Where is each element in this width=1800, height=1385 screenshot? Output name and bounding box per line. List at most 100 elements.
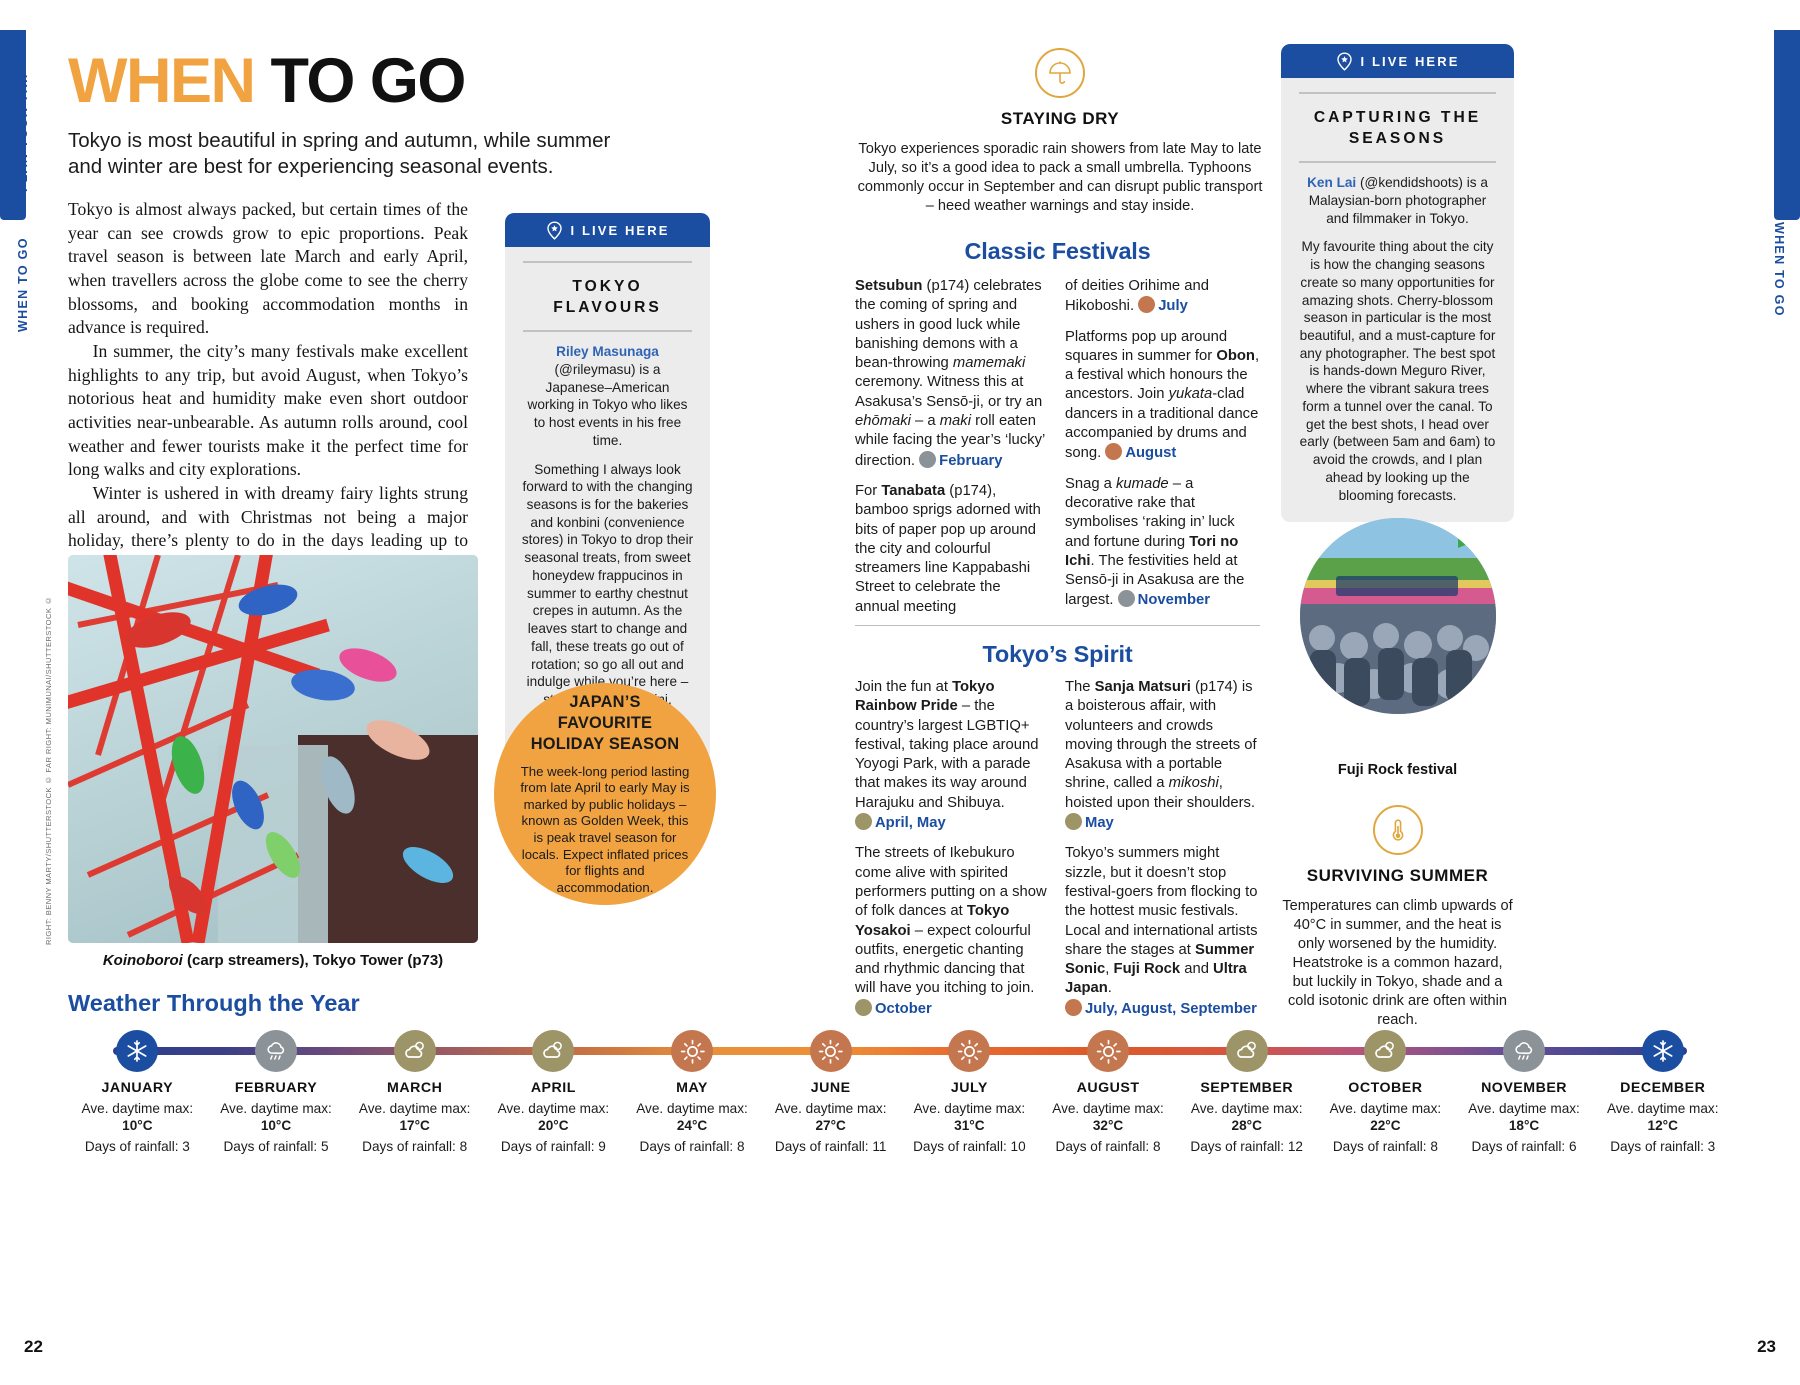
rain-value: 10 bbox=[1010, 1139, 1026, 1155]
golden-week-body: The week-long period lasting from late A… bbox=[520, 763, 690, 895]
sun-icon bbox=[1105, 443, 1123, 461]
folio-right: 23 bbox=[1757, 1337, 1776, 1356]
sun-icon bbox=[1138, 296, 1156, 314]
timeline-rain-stat: Days of rainfall: 8 bbox=[1316, 1139, 1455, 1156]
temp-value: 32°C bbox=[1092, 1117, 1124, 1133]
festival-name: Setsubun bbox=[855, 278, 923, 294]
temp-label: Ave. daytime max: bbox=[1468, 1101, 1580, 1116]
festival-text: Join the fun at bbox=[855, 679, 953, 695]
timeline-month-april: APRIL Ave. daytime max: 20°C Days of rainf… bbox=[484, 1030, 623, 1156]
festival-text: . The festivities held at Sensō-ji in As… bbox=[1065, 552, 1245, 609]
festival-name: Tokyo Rainbow Pride bbox=[855, 679, 995, 715]
rain-value: 8 bbox=[459, 1139, 468, 1155]
timeline-month-may: MAY Ave. daytime max: 24°C Days of rainfal… bbox=[623, 1030, 762, 1156]
festival-month-label: April, May bbox=[875, 815, 946, 832]
contributor-intro-left: Riley Masunaga (@rileymasu) is a Japanes… bbox=[521, 343, 694, 449]
temp-label: Ave. daytime max: bbox=[1606, 1101, 1719, 1116]
rain-value: 8 bbox=[1152, 1139, 1161, 1155]
staying-dry-title: STAYING DRY bbox=[1000, 109, 1120, 128]
i-live-here-badge-right: I LIVE HERE bbox=[1281, 44, 1514, 78]
festival-text: (p174) celebrates the coming of spring a… bbox=[855, 278, 1042, 372]
festival-text: – expect colourful outfits, energetic ch… bbox=[855, 922, 1035, 997]
festival-text: , hoisted upon their shoulders. bbox=[1065, 775, 1256, 811]
temp-value: 22°C bbox=[1370, 1117, 1401, 1133]
golden-week-title-line2: FAVOURITE bbox=[557, 713, 653, 732]
contributor-name-left: Riley Masunaga bbox=[556, 344, 659, 360]
weather-section-heading: Weather Through the Year bbox=[68, 990, 360, 1016]
divider-bottom-right bbox=[1299, 161, 1496, 164]
edge-tab-right bbox=[1774, 30, 1800, 220]
i-live-here-body-right: CAPTURING THE SEASONS Ken Lai (@kendidsh… bbox=[1281, 78, 1514, 522]
timeline-month-label: JANUARY bbox=[101, 1080, 174, 1096]
sun-icon bbox=[1065, 998, 1082, 1016]
temp-value: 17°C bbox=[399, 1117, 430, 1133]
partly-cloudy-icon bbox=[532, 1030, 575, 1072]
foreign-term: yukata bbox=[1168, 386, 1213, 403]
timeline-month-october: OCTOBER Ave. daytime max: 22°C Days of rai… bbox=[1316, 1030, 1455, 1156]
festival-paragraph: Setsubun (p174) celebrates the coming of… bbox=[855, 277, 1045, 471]
i-live-here-box-left: I LIVE HERE TOKYO FLAVOURS Riley Masunag… bbox=[505, 213, 710, 763]
temp-value: 28°C bbox=[1231, 1117, 1262, 1133]
golden-week-title-line3: HOLIDAY SEASON bbox=[530, 734, 680, 753]
rain-value: 6 bbox=[1569, 1139, 1577, 1155]
temp-value: 31°C bbox=[954, 1117, 985, 1133]
festival-text: , bbox=[1105, 961, 1114, 978]
classic-festivals-column-left: Setsubun (p174) celebrates the coming of… bbox=[855, 277, 1045, 617]
rain-icon bbox=[1503, 1030, 1546, 1072]
festival-month-tag: July, August, September bbox=[1065, 998, 1257, 1017]
snow-icon bbox=[116, 1030, 159, 1072]
temp-value: 20°C bbox=[538, 1117, 569, 1133]
i-live-here-title-right: CAPTURING THE SEASONS bbox=[1313, 109, 1482, 148]
umbrella-icon bbox=[1035, 48, 1085, 98]
timeline-temp-stat: Ave. daytime max: 24°C bbox=[623, 1101, 762, 1134]
temp-label: Ave. daytime max: bbox=[358, 1101, 471, 1116]
rain-label: Days of rainfall: bbox=[223, 1139, 321, 1155]
timeline-month-september: SEPTEMBER Ave. daytime max: 28°C Days of r… bbox=[1177, 1030, 1316, 1156]
rain-icon bbox=[255, 1030, 297, 1072]
staying-dry-block: STAYING DRY Tokyo experiences sporadic r… bbox=[855, 48, 1265, 216]
divider-top-right bbox=[1299, 92, 1496, 94]
rain-icon bbox=[919, 450, 937, 468]
rain-value: 5 bbox=[320, 1139, 329, 1155]
caption-italic: Koinoboroi bbox=[102, 952, 183, 969]
festival-paragraph: Snag a kumade – a decorative rake that s… bbox=[1065, 475, 1260, 611]
temp-value: 12°C bbox=[1647, 1117, 1678, 1133]
temp-value: 10°C bbox=[122, 1117, 153, 1133]
festival-text: The bbox=[1065, 679, 1095, 695]
timeline-temp-stat: Ave. daytime max: 10°C bbox=[207, 1101, 346, 1134]
rain-value: 11 bbox=[872, 1139, 887, 1155]
contributor-bio-right: (@kendidshoots) is a Malaysian-born phot… bbox=[1308, 175, 1488, 226]
timeline-month-june: JUNE Ave. daytime max: 27°C Days of rainfa… bbox=[761, 1030, 900, 1156]
timeline-temp-stat: Ave. daytime max: 28°C bbox=[1177, 1101, 1316, 1134]
rain-label: Days of rainfall: bbox=[1332, 1139, 1431, 1155]
page-title-rest: TO GO bbox=[254, 46, 466, 116]
timeline-rain-stat: Days of rainfall: 8 bbox=[345, 1139, 484, 1156]
festival-month-tag: April, May bbox=[855, 813, 946, 832]
timeline-rain-stat: Days of rainfall: 12 bbox=[1177, 1139, 1316, 1156]
temp-label: Ave. daytime max: bbox=[1052, 1101, 1164, 1116]
rain-value: 12 bbox=[1287, 1139, 1303, 1155]
timeline-gradient-bar bbox=[113, 1047, 1687, 1055]
timeline-temp-stat: Ave. daytime max: 10°C bbox=[68, 1101, 207, 1134]
fuji-rock-photo-caption: Fuji Rock festival bbox=[1337, 762, 1458, 778]
snow-icon bbox=[1641, 1030, 1684, 1072]
festival-name: Tanabata bbox=[881, 482, 946, 499]
festival-name: Sanja Matsuri bbox=[1094, 679, 1191, 695]
timeline-rain-stat: Days of rainfall: 8 bbox=[1039, 1139, 1178, 1156]
rain-label: Days of rainfall: bbox=[774, 1139, 873, 1155]
festival-paragraph: Join the fun at Tokyo Rainbow Pride – th… bbox=[855, 678, 1047, 833]
timeline-month-january: JANUARY Ave. daytime max: 10°C Days of rai… bbox=[68, 1030, 207, 1156]
location-star-icon bbox=[1336, 51, 1352, 71]
temp-value: 18°C bbox=[1508, 1117, 1540, 1133]
thermometer-icon bbox=[1372, 805, 1423, 855]
festival-month-tag: July bbox=[1138, 296, 1188, 314]
timeline-month-december: DECEMBER Ave. daytime max: 12°C Days of ra… bbox=[1593, 1030, 1732, 1156]
staying-dry-body: Tokyo experiences sporadic rain showers … bbox=[857, 141, 1263, 214]
festival-text: Platforms pop up around squares in summe… bbox=[1065, 328, 1228, 364]
classic-festivals-column-right: of deities Orihime and Hikoboshi. July Pl… bbox=[1065, 277, 1260, 611]
timeline-rain-stat: Days of rainfall: 11 bbox=[761, 1139, 900, 1156]
location-star-icon bbox=[546, 220, 562, 240]
timeline-month-label: DECEMBER bbox=[1620, 1080, 1706, 1096]
temp-value: 24°C bbox=[676, 1117, 708, 1133]
foreign-term: kumade bbox=[1116, 475, 1169, 492]
